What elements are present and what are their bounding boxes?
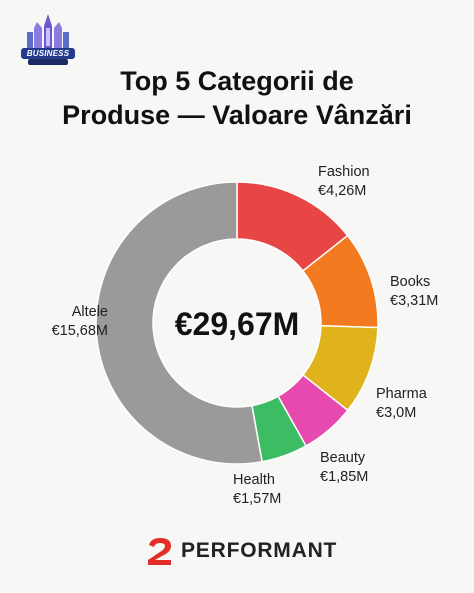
slice-label-pharma: Pharma €3,0M (376, 386, 428, 421)
slice-name: Altele (72, 304, 108, 320)
slice-name: Beauty (320, 450, 366, 466)
brand-name: PERFORMANT (181, 539, 338, 562)
slice-value: €15,68M (52, 323, 108, 339)
slice-value: €1,85M (320, 469, 368, 485)
slice-value: €3,31M (390, 293, 438, 309)
slice-name: Health (233, 472, 275, 488)
logo-wordmark: BUSINESS (26, 49, 70, 58)
slice-label-health: Health €1,57M (233, 472, 281, 507)
slice-value: €1,57M (233, 491, 281, 507)
center-total-label: €29,67M (175, 306, 300, 342)
slice-label-books: Books €3,31M (390, 274, 438, 309)
slice-name: Books (390, 274, 430, 290)
title-line-1: Top 5 Categorii de (120, 66, 354, 96)
chart-title: Top 5 Categorii de Produse — Valoare Vân… (0, 64, 474, 132)
title-line-2: Produse — Valoare Vânzări (62, 100, 412, 130)
slice-label-altele: Altele €15,68M (52, 304, 108, 339)
slice-value: €4,26M (318, 183, 366, 199)
performant-logo: PERFORMANT (145, 535, 337, 567)
slice-label-beauty: Beauty €1,85M (320, 450, 368, 485)
city-skyline-icon (21, 14, 75, 65)
business-league-logo: BUSINESS (18, 12, 78, 70)
slice-name: Pharma (376, 386, 428, 402)
slice-label-fashion: Fashion €4,26M (318, 164, 370, 199)
slice-altele (95, 181, 263, 465)
performant-mark-icon (148, 538, 171, 565)
slice-name: Fashion (318, 164, 370, 180)
slice-value: €3,0M (376, 405, 416, 421)
